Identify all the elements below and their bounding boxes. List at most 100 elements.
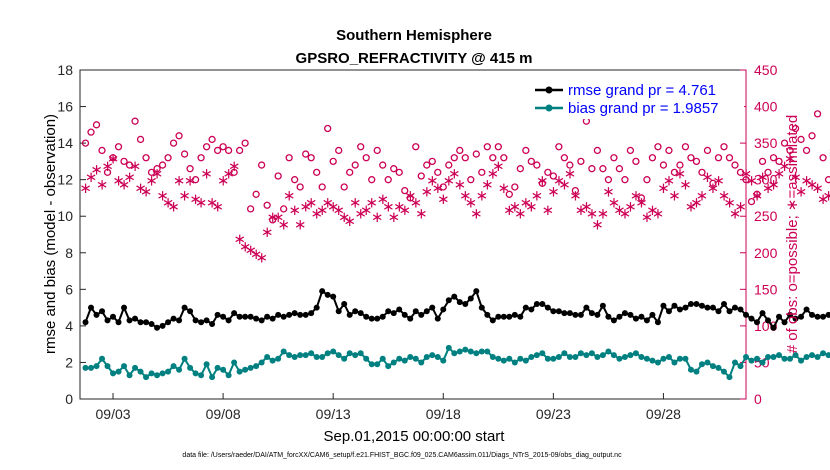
rmse-point [379,313,386,320]
possible-obs-point [472,150,480,158]
rmse-point [456,299,463,306]
rmse-point [698,302,705,309]
rmse-point [148,321,155,328]
y-tick-label: 18 [57,62,73,78]
possible-obs-point [786,146,794,155]
assimilated-obs-point: ∗ [580,197,593,215]
rmse-point [820,313,827,320]
legend-rmse-marker [545,86,553,94]
assimilated-obs-point: ∗ [729,205,742,223]
rmse-point [599,302,606,309]
legend-bias-label: bias grand pr = 1.9857 [568,100,719,117]
possible-obs-point [390,165,398,173]
bias-point [809,352,816,359]
rmse-point [665,308,672,315]
possible-obs-point [753,190,761,198]
x-tick-label: 09/08 [206,406,241,422]
bias-point [286,352,293,359]
rmse-point [445,297,452,304]
bias-point [253,363,260,370]
rmse-point [803,306,810,313]
assimilated-obs-point: ∗ [376,190,389,208]
bias-point [676,355,683,362]
rmse-point [176,317,183,324]
possible-obs-point [401,186,409,195]
bias-point [660,355,667,362]
possible-obs-point [81,139,90,147]
rmse-point [220,313,227,320]
bias-point [621,353,628,360]
rmse-point [434,315,441,322]
possible-obs-point [489,154,497,162]
rmse-point [583,304,590,311]
bias-point [478,348,485,355]
rmse-point [104,317,111,324]
rmse-point [462,300,469,307]
possible-obs-point [109,154,117,162]
possible-obs-point [180,150,189,158]
rmse-point [181,304,188,311]
y2-tick-label: 450 [754,62,778,78]
bias-point [698,361,705,368]
bias-point [709,363,716,370]
assimilated-obs-point: ∗ [112,172,125,190]
bias-point [528,353,535,360]
bias-point [533,352,540,359]
possible-obs-point [191,176,200,184]
possible-obs-point [335,146,343,155]
rmse-point [787,311,794,318]
rmse-point [605,313,612,320]
assimilated-obs-point: ∗ [828,142,830,160]
bias-point [429,352,436,359]
assimilated-obs-point: ∗ [272,208,285,226]
bias-point [731,359,738,366]
rmse-point [654,319,661,326]
assimilated-obs-point: ∗ [123,168,136,186]
bias-point [825,352,830,359]
possible-obs-point [813,110,822,118]
y-tick-label: 8 [65,245,73,261]
rmse-point [495,313,502,320]
assimilated-obs-point: ∗ [195,194,208,212]
assimilated-obs-point: ∗ [569,186,582,204]
bias-point [451,350,458,357]
legend-box [530,77,744,119]
assimilated-obs-point: ∗ [641,208,654,226]
bias-point [506,355,513,362]
possible-obs-point [665,146,673,155]
rmse-point [704,304,711,311]
bias-point [247,364,254,371]
rmse-point [352,308,359,315]
bias-point [467,348,474,355]
bias-point [143,374,150,381]
y2-tick-label: 350 [754,135,778,151]
possible-obs-point [604,176,613,184]
rmse-point [423,308,430,315]
assimilated-obs-point: ∗ [288,201,301,219]
bias-point [154,372,161,379]
assimilated-obs-point: ∗ [140,183,153,201]
possible-obs-point [626,146,635,155]
rmse-point [572,311,579,318]
assimilated-obs-point: ∗ [481,175,494,193]
assimilated-obs-point: ∗ [200,164,213,182]
possible-obs-point [819,154,827,162]
rmse-point [374,315,381,322]
legend: rmse grand pr = 4.761 bias grand pr = 1.… [530,77,744,119]
bias-point [258,359,265,366]
bias-point [649,357,656,364]
bias-point [291,353,298,360]
possible-obs-point [219,143,227,151]
possible-obs-point [736,168,745,177]
assimilated-obs-point: ∗ [448,164,461,182]
y-tick-label: 10 [57,208,73,224]
bias-point [170,363,177,370]
rmse-point [99,308,106,315]
rmse-point [577,311,584,318]
rmse-point [385,308,392,315]
possible-obs-point [406,194,414,202]
bias-point [132,364,139,371]
bias-point [412,355,419,362]
assimilated-obs-point: ∗ [674,164,687,182]
assimilated-obs-point: ∗ [409,194,422,212]
